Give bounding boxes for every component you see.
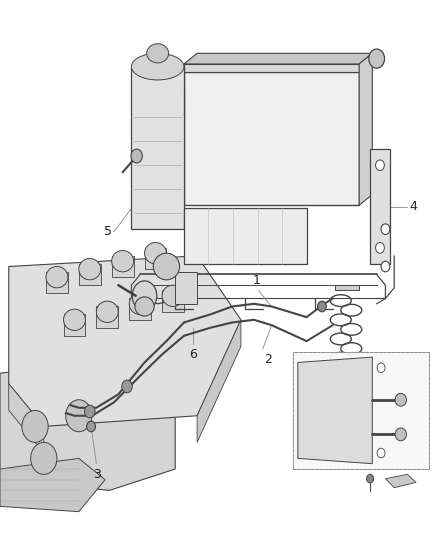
Ellipse shape <box>375 243 384 253</box>
Ellipse shape <box>377 448 385 458</box>
Polygon shape <box>0 458 105 512</box>
Ellipse shape <box>79 259 101 280</box>
Ellipse shape <box>135 297 154 316</box>
Text: 5: 5 <box>104 225 112 238</box>
Ellipse shape <box>395 428 406 441</box>
Ellipse shape <box>46 266 68 288</box>
Polygon shape <box>197 320 241 442</box>
Polygon shape <box>184 53 372 64</box>
Polygon shape <box>9 256 241 426</box>
Text: 4: 4 <box>410 200 417 213</box>
Ellipse shape <box>153 253 180 280</box>
Ellipse shape <box>377 363 385 373</box>
Ellipse shape <box>129 293 151 314</box>
Bar <box>96 306 118 328</box>
Ellipse shape <box>31 442 57 474</box>
Text: 2: 2 <box>264 353 272 366</box>
Bar <box>370 149 390 264</box>
Bar <box>46 272 68 293</box>
Bar <box>293 352 429 469</box>
Ellipse shape <box>131 53 184 80</box>
Ellipse shape <box>64 309 85 330</box>
Ellipse shape <box>132 281 157 311</box>
Text: 6: 6 <box>189 348 197 360</box>
Bar <box>162 290 184 312</box>
Bar <box>129 298 151 320</box>
Text: 1: 1 <box>252 274 260 287</box>
Polygon shape <box>0 362 175 490</box>
Ellipse shape <box>22 410 48 442</box>
Ellipse shape <box>318 301 326 312</box>
Ellipse shape <box>96 301 118 322</box>
Bar <box>79 264 101 285</box>
Ellipse shape <box>367 474 374 483</box>
Ellipse shape <box>381 224 390 235</box>
Ellipse shape <box>122 380 132 393</box>
Bar <box>335 285 359 290</box>
Bar <box>112 256 134 277</box>
Ellipse shape <box>395 393 406 406</box>
Ellipse shape <box>87 421 95 432</box>
Ellipse shape <box>66 400 92 432</box>
Ellipse shape <box>112 251 134 272</box>
Ellipse shape <box>145 243 166 264</box>
Ellipse shape <box>381 261 390 272</box>
Bar <box>131 67 184 229</box>
Bar <box>145 248 166 269</box>
Text: 3: 3 <box>93 468 101 481</box>
Bar <box>293 352 429 469</box>
Polygon shape <box>9 384 44 453</box>
Ellipse shape <box>369 49 385 68</box>
Polygon shape <box>359 53 372 205</box>
Bar <box>184 64 359 72</box>
Ellipse shape <box>131 149 142 163</box>
Polygon shape <box>298 357 372 464</box>
Ellipse shape <box>85 405 95 418</box>
Ellipse shape <box>162 285 184 306</box>
Bar <box>184 208 307 264</box>
Polygon shape <box>385 474 416 488</box>
Bar <box>184 72 359 205</box>
Bar <box>64 314 85 336</box>
Ellipse shape <box>375 160 384 171</box>
Bar <box>175 272 197 304</box>
Ellipse shape <box>147 44 169 63</box>
